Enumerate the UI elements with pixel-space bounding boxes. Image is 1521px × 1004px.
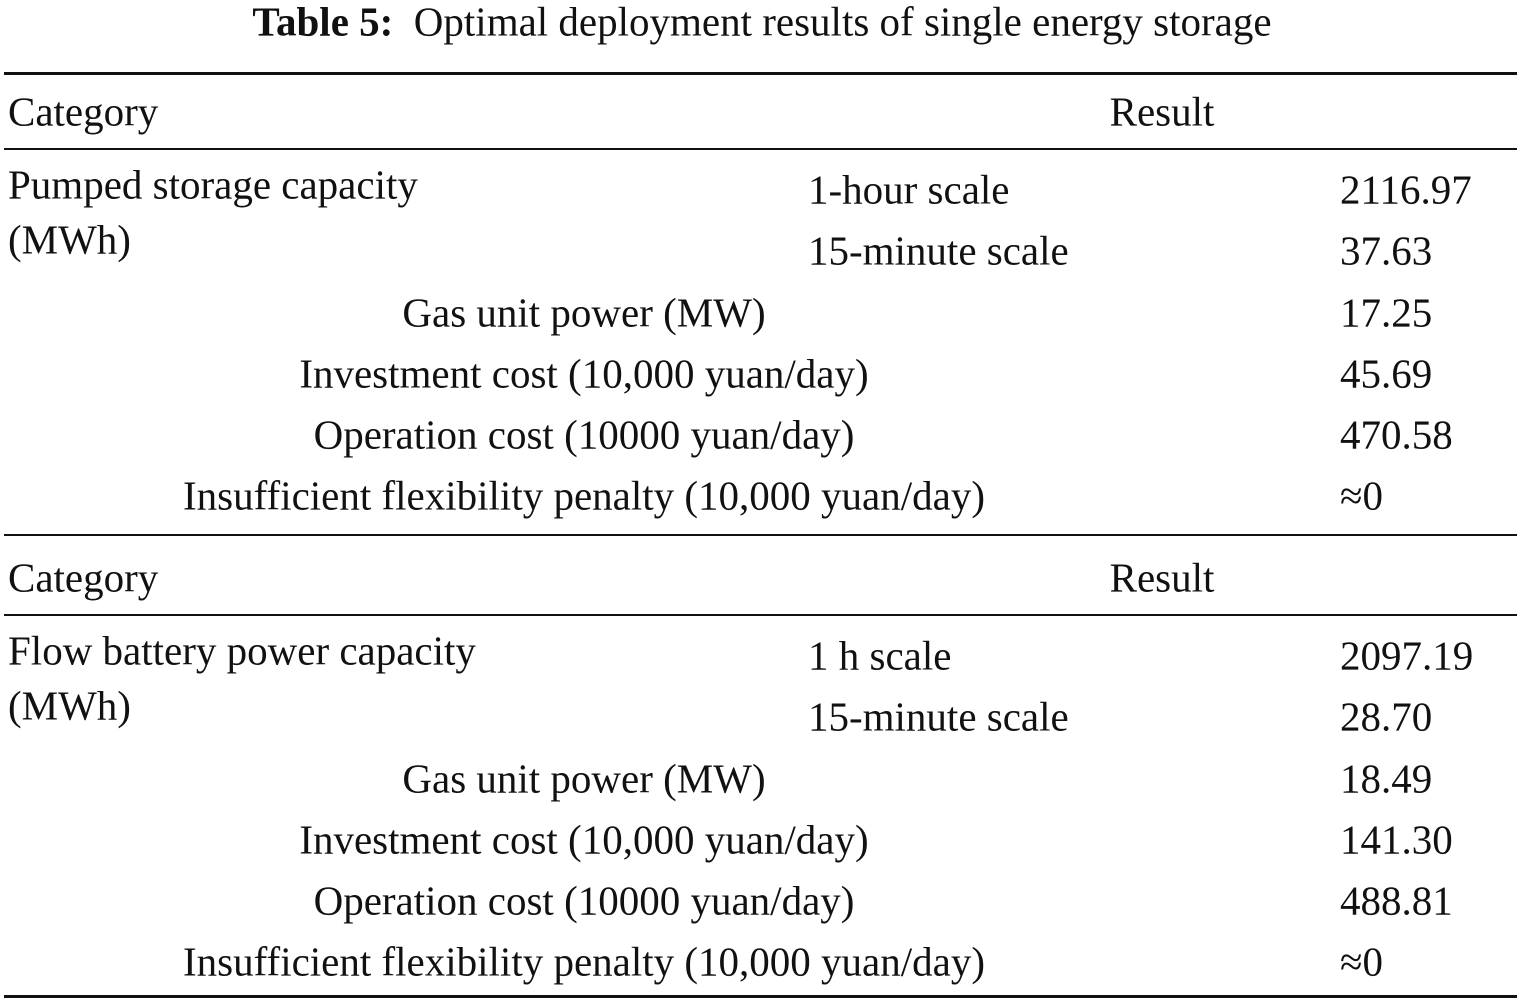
sub-category: 15-minute scale — [808, 227, 1069, 274]
category-cell: Investment cost (10,000 yuan/day) — [299, 350, 869, 397]
group-unit: (MWh) — [8, 216, 131, 263]
result-value: 470.58 — [1340, 411, 1453, 458]
result-value: ≈0 — [1340, 472, 1384, 519]
header-cell: Category — [8, 554, 159, 601]
category-cell: Insufficient flexibility penalty (10,000… — [183, 938, 985, 985]
result-value: 2116.97 — [1340, 166, 1472, 213]
result-value: 18.49 — [1340, 755, 1433, 802]
result-value: 17.25 — [1340, 289, 1433, 336]
header-cell: Result — [1109, 554, 1215, 601]
caption-label: Table 5: — [252, 0, 394, 45]
caption-title: Optimal deployment results of single ene… — [413, 0, 1272, 45]
category-cell: Operation cost (10000 yuan/day) — [313, 877, 855, 924]
category-cell: Investment cost (10,000 yuan/day) — [299, 816, 869, 863]
top-rule — [4, 72, 1517, 75]
section-rule — [4, 534, 1517, 536]
group-label: Pumped storage capacity — [8, 161, 418, 208]
group-unit: (MWh) — [8, 682, 131, 729]
category-cell: Operation cost (10000 yuan/day) — [313, 411, 855, 458]
table-section: Category Result Flow battery power capacit… — [0, 466, 1521, 982]
table-caption: Table 5: Optimal deployment results of s… — [252, 0, 1272, 45]
result-value: 28.70 — [1340, 693, 1433, 740]
result-value: 2097.19 — [1340, 632, 1474, 679]
header-cell: Result — [1109, 88, 1215, 135]
result-value: 45.69 — [1340, 350, 1433, 397]
result-value: ≈0 — [1340, 938, 1384, 985]
result-value: 37.63 — [1340, 227, 1433, 274]
table-section: Category Result Pumped storage capacity (MW… — [0, 0, 1521, 516]
result-value: 141.30 — [1340, 816, 1453, 863]
category-cell: Gas unit power (MW) — [402, 289, 766, 336]
bottom-rule — [4, 995, 1517, 998]
category-cell: Insufficient flexibility penalty (10,000… — [183, 472, 985, 519]
sub-category: 15-minute scale — [808, 693, 1069, 740]
header-rule — [4, 148, 1517, 150]
header-cell: Category — [8, 88, 159, 135]
header-rule — [4, 614, 1517, 616]
category-cell: Gas unit power (MW) — [402, 755, 766, 802]
group-label: Flow battery power capacity — [8, 627, 476, 674]
sub-category: 1 h scale — [808, 632, 952, 679]
sub-category: 1-hour scale — [808, 166, 1010, 213]
result-value: 488.81 — [1340, 877, 1453, 924]
